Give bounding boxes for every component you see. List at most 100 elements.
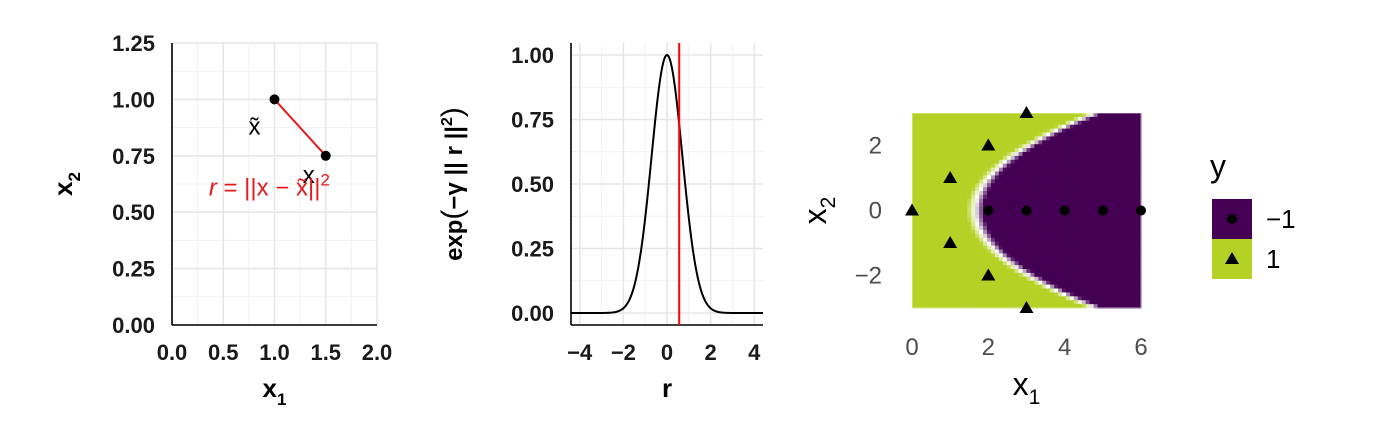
heatmap-cell	[1046, 113, 1051, 118]
heatmap-cell	[1050, 280, 1055, 286]
heatmap-cell	[975, 116, 980, 122]
heatmap-cell	[1034, 124, 1039, 130]
heatmap-cell	[994, 140, 1000, 145]
heatmap-cell	[955, 261, 960, 266]
heatmap-cell	[963, 257, 968, 262]
heatmap-cell	[935, 198, 941, 204]
heatmap-cell	[1117, 253, 1122, 258]
heatmap-cell	[919, 284, 925, 290]
heatmap-cell	[963, 194, 968, 200]
heatmap-cell	[1030, 249, 1035, 254]
heatmap-cell	[975, 132, 980, 137]
heatmap-cell	[1042, 222, 1047, 227]
heatmap-cell	[1081, 136, 1087, 141]
heatmap-cell	[1081, 288, 1087, 293]
heatmap-cell	[1058, 304, 1063, 309]
heatmap-cell	[1054, 136, 1059, 141]
heatmap-cell	[1034, 171, 1039, 176]
heatmap-cell	[1042, 257, 1047, 262]
heatmap-cell	[1042, 167, 1047, 173]
heatmap-cell	[1113, 155, 1118, 161]
heatmap-cell	[912, 171, 917, 176]
heatmap-cell	[1137, 288, 1142, 293]
heatmap-cell	[923, 116, 929, 122]
heatmap-cell	[939, 226, 945, 231]
heatmap-cell	[1085, 241, 1091, 247]
heatmap-cell	[939, 171, 945, 176]
heatmap-cell	[1010, 171, 1016, 176]
heatmap-cell	[955, 187, 960, 192]
heatmap-cell	[1101, 296, 1107, 301]
heatmap-cell	[1089, 191, 1095, 196]
heatmap-cell	[1121, 144, 1126, 149]
heatmap-cell	[1129, 148, 1134, 153]
heatmap-cell	[1077, 249, 1083, 254]
heatmap-cell	[1046, 194, 1051, 200]
heatmap-cell	[1077, 155, 1083, 161]
heatmap-cell	[1038, 113, 1043, 118]
heatmap-cell	[943, 206, 949, 212]
x-tick-label: −4	[567, 340, 593, 365]
heatmap-cell	[967, 226, 972, 231]
heatmap-cell	[998, 140, 1004, 145]
heatmap-cell	[1097, 226, 1103, 231]
heatmap-cell	[1050, 230, 1055, 235]
heatmap-cell	[1046, 202, 1051, 208]
heatmap-cell	[1125, 136, 1130, 141]
heatmap-cell	[927, 265, 933, 270]
heatmap-cell	[1006, 269, 1012, 274]
heatmap-cell	[967, 292, 972, 297]
heatmap-cell	[1125, 296, 1130, 301]
heatmap-cell	[1002, 183, 1008, 188]
heatmap-cell	[919, 245, 925, 251]
heatmap-cell	[1062, 261, 1067, 266]
heatmap-cell	[1022, 136, 1028, 141]
heatmap-cell	[1073, 241, 1079, 247]
heatmap-cell	[1089, 257, 1095, 262]
heatmap-cell	[955, 237, 960, 243]
heatmap-cell	[919, 261, 925, 266]
heatmap-cell	[1034, 144, 1039, 149]
heatmap-cell	[1133, 136, 1138, 141]
heatmap-cell	[943, 233, 949, 239]
heatmap-cell	[1089, 132, 1095, 137]
heatmap-cell	[1030, 140, 1035, 145]
heatmap-cell	[983, 113, 988, 118]
heatmap-cell	[1006, 124, 1012, 130]
heatmap-cell	[1014, 210, 1020, 215]
heatmap-cell	[1117, 284, 1122, 290]
heatmap-cell	[1121, 292, 1126, 297]
heatmap-cell	[975, 233, 980, 239]
heatmap-cell	[1105, 183, 1111, 188]
heatmap-cell	[1125, 144, 1130, 149]
heatmap-cell	[1014, 120, 1020, 126]
heatmap-cell	[1006, 218, 1012, 223]
heatmap-cell	[1129, 202, 1134, 208]
heatmap-cell	[1054, 249, 1059, 254]
heatmap-cell	[947, 276, 953, 282]
heatmap-cell	[927, 167, 933, 173]
heatmap-cell	[1034, 159, 1039, 165]
heatmap-cell	[1006, 202, 1012, 208]
heatmap-cell	[939, 218, 945, 223]
heatmap-cell	[935, 269, 941, 274]
heatmap-cell	[1026, 269, 1032, 274]
heatmap-cell	[923, 288, 929, 293]
heatmap-cell	[939, 132, 945, 137]
heatmap-cell	[1097, 179, 1103, 184]
heatmap-cell	[971, 187, 976, 192]
heatmap-cell	[1046, 128, 1051, 134]
heatmap-cell	[1062, 175, 1067, 180]
heatmap-cell	[1026, 179, 1032, 184]
heatmap-cell	[1129, 124, 1134, 130]
heatmap-cell	[935, 171, 941, 176]
heatmap-cell	[915, 128, 921, 134]
heatmap-cell	[947, 191, 953, 196]
heatmap-cell	[955, 198, 960, 204]
heatmap-cell	[1077, 140, 1083, 145]
legend-label-pos: 1	[1266, 244, 1280, 274]
heatmap-cell	[1133, 272, 1138, 278]
heatmap-cell	[1093, 171, 1099, 176]
heatmap-cell	[1105, 214, 1111, 219]
heatmap-cell	[987, 226, 992, 231]
